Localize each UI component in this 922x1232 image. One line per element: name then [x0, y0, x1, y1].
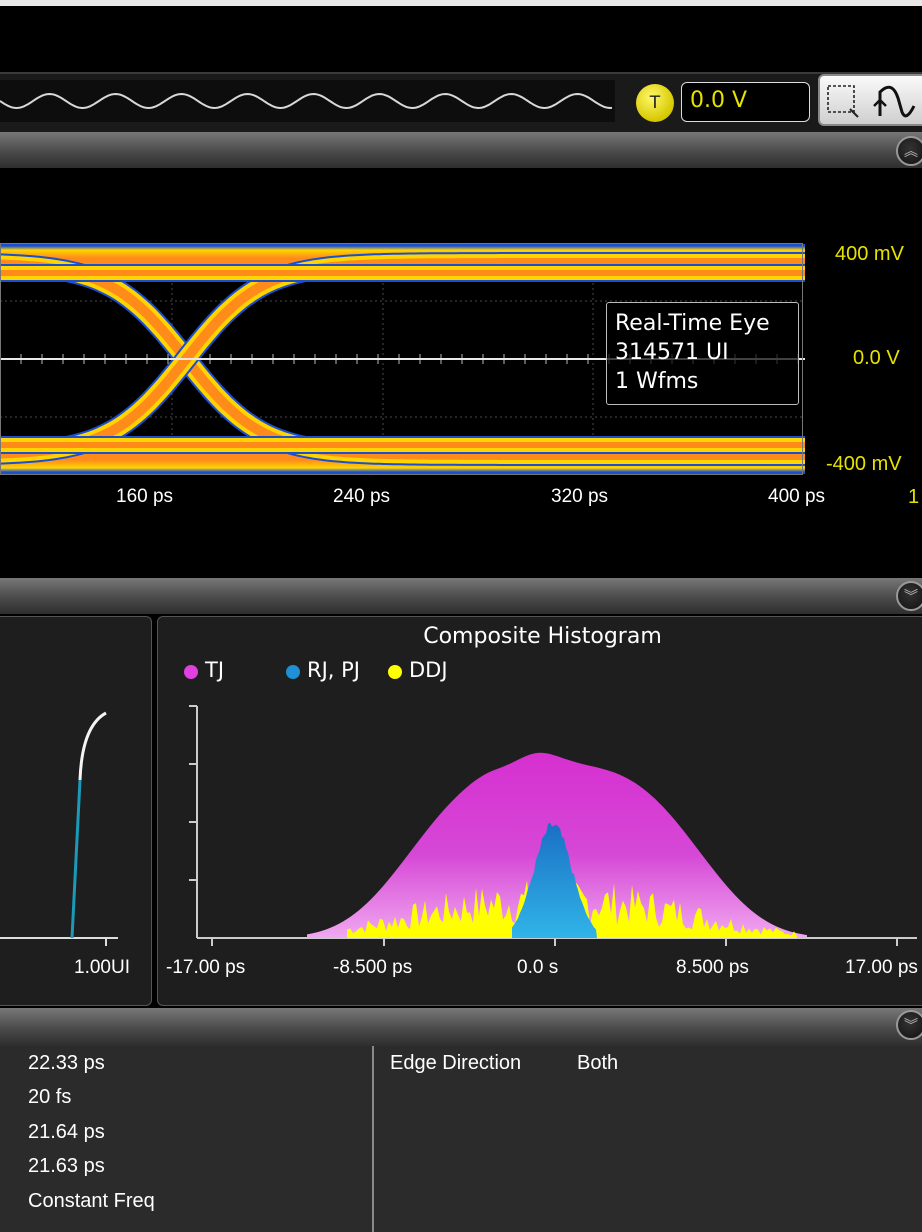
composite-histogram[interactable]	[157, 616, 922, 1006]
tooltip-line-3: 1 Wfms	[615, 369, 699, 394]
eye-traces	[0, 244, 805, 474]
edge-direction-label: Edge Direction	[390, 1052, 522, 1074]
trigger-level-field[interactable]: 0.0 V	[681, 82, 810, 122]
top-strip	[0, 0, 922, 72]
trigger-icon[interactable]: T	[636, 84, 674, 122]
results-panel	[0, 1046, 922, 1232]
histogram-title: Composite Histogram	[423, 624, 662, 649]
tooltip-line-1: Real-Time Eye	[615, 311, 770, 336]
y-label-bottom: -400 mV	[826, 453, 902, 475]
panel-divider[interactable]	[0, 132, 922, 168]
hist-x-label-2: -8.500 ps	[333, 957, 413, 978]
legend-dot-tj	[184, 665, 198, 679]
collapse-down-icon[interactable]: ︾	[896, 581, 922, 611]
hist-x-label-4: 8.500 ps	[676, 957, 749, 978]
tooltip-line-2: 314571 UI	[615, 340, 729, 365]
x-label-240: 240 ps	[333, 486, 391, 507]
collapse-up-icon[interactable]: ︽	[896, 136, 922, 166]
eye-info-tooltip[interactable]: Real-Time Eye 314571 UI 1 Wfms	[606, 302, 799, 405]
x-label-320: 320 ps	[551, 486, 609, 507]
x-label-400: 400 ps	[768, 486, 826, 507]
trigger-edge-icon[interactable]	[873, 85, 916, 118]
zoom-box-icon[interactable]	[827, 85, 859, 118]
result-value: 21.64 ps	[28, 1121, 105, 1143]
hist-x-label-3: 0.0 s	[517, 957, 559, 978]
legend-label-ddj: DDJ	[409, 658, 448, 682]
hist-x-label-1: -17.00 ps	[166, 957, 246, 978]
y-label-top: 400 mV	[835, 243, 904, 265]
hist-x-label-5: 17.00 ps	[845, 957, 918, 978]
legend-dot-ddj	[388, 665, 402, 679]
waveform-thumbnail[interactable]	[0, 80, 615, 122]
legend-dot-rjpj	[286, 665, 300, 679]
result-value: Constant Freq	[28, 1190, 155, 1212]
result-value: 22.33 ps	[28, 1052, 105, 1074]
legend-label-tj: TJ	[205, 658, 225, 682]
legend-label-rjpj: RJ, PJ	[307, 658, 360, 682]
panel-divider[interactable]	[0, 578, 922, 614]
cdf-plot	[0, 711, 118, 946]
tool-button-group	[818, 74, 922, 126]
result-value: 21.63 ps	[28, 1155, 105, 1177]
y-label-mid: 0.0 V	[853, 347, 900, 369]
result-value: 20 fs	[28, 1086, 72, 1108]
cdf-panel	[0, 616, 152, 1006]
rjpj-distribution	[512, 822, 597, 938]
edge-label: 1	[908, 486, 920, 508]
edge-direction-value[interactable]: Both	[577, 1052, 619, 1074]
x-label-160: 160 ps	[116, 486, 174, 507]
results-separator	[372, 1046, 374, 1232]
collapse-down-icon[interactable]: ︾	[896, 1010, 922, 1040]
panel-divider[interactable]	[0, 1008, 922, 1046]
cdf-x-label: 1.00UI	[74, 957, 130, 978]
